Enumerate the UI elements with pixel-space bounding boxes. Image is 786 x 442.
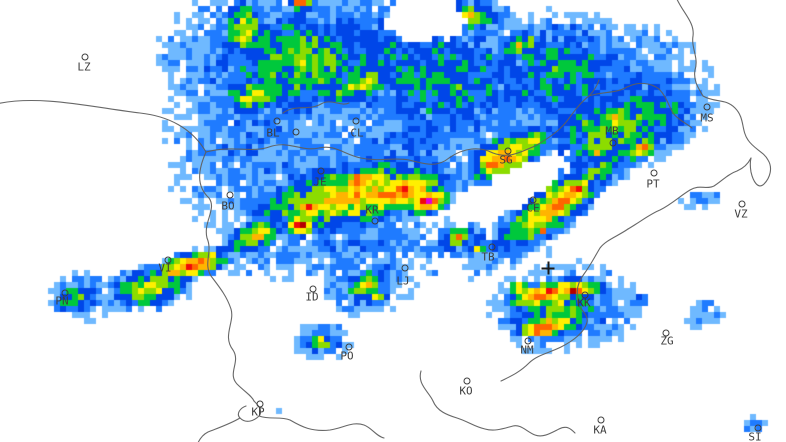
station-label-lj: LJ [396,274,410,288]
station-circle-pn [61,289,69,297]
station-label-pn: PN [55,294,69,308]
station-circle-vi [164,256,172,264]
station-circle-bo [226,191,234,199]
unlabeled-station-circle [292,128,300,136]
station-label-kr: KR [365,203,379,217]
station-label-mb: MB [605,124,619,138]
station-circle-mb [609,139,617,147]
station-circle-lj [401,264,409,272]
station-circle-si [754,424,762,432]
station-label-je: JE [313,175,327,189]
station-circle-cl [352,117,360,125]
station-circle-tb [488,243,496,251]
station-circle-ms [703,103,711,111]
station-label-po: PO [340,349,354,363]
station-label-pt: PT [646,177,660,191]
station-label-cl: CL [350,126,364,140]
station-circle-ka [597,416,605,424]
station-circle-po [345,343,353,351]
radar-site-cross-icon [541,261,555,275]
station-circle-bl [273,117,281,125]
station-circle-kr [371,217,379,225]
station-circle-lz [81,53,89,61]
station-label-zg: ZG [660,334,674,348]
station-circle-vz [738,200,746,208]
station-label-bo: BO [221,199,235,213]
station-circle-zg [662,329,670,337]
station-label-nm: NM [520,343,534,357]
station-label-id: ID [305,290,319,304]
station-label-si: SI [748,430,762,442]
station-label-lz: LZ [77,60,91,74]
station-label-sg: SG [499,153,513,167]
station-circle-id [309,285,317,293]
station-label-ms: MS [700,111,714,125]
station-circle-ce [529,196,537,204]
station-label-vz: VZ [734,207,748,221]
station-circle-ko [463,377,471,385]
station-circle-je [317,167,325,175]
station-circle-pt [650,169,658,177]
station-label-ko: KO [459,384,473,398]
station-label-tb: TB [481,250,495,264]
station-label-bl: BL [266,126,280,140]
station-label-kp: KP [251,405,265,419]
station-label-vi: VI [158,261,172,275]
station-label-ce: CE [526,201,540,215]
station-label-ka: KA [593,423,607,437]
station-label-kk: KK [577,296,591,310]
